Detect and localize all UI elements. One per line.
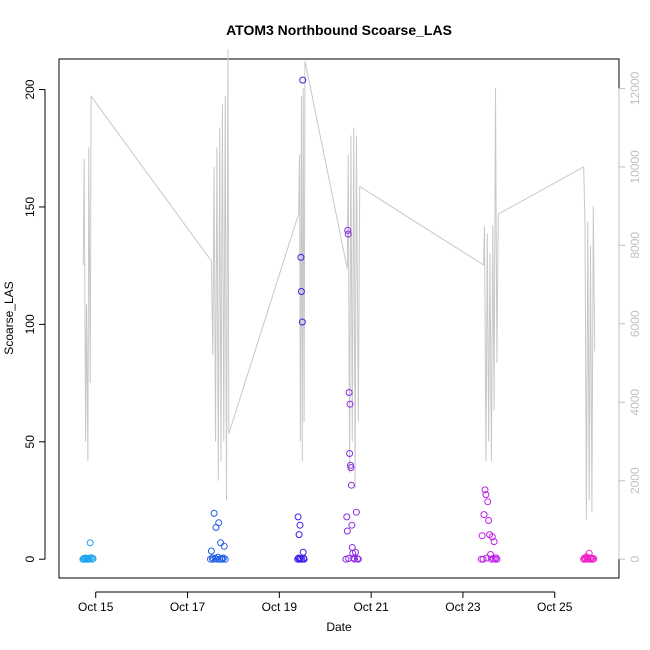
data-point <box>86 539 94 547</box>
plot-frame <box>58 58 620 579</box>
data-point <box>89 555 97 562</box>
y-tick-label: 50 <box>23 435 37 449</box>
y-tick-label: 0 <box>23 556 37 563</box>
data-point <box>299 76 307 84</box>
x-axis: Oct 15 Oct 17 Oct 19 Oct 21 Oct 23 Oct 25 <box>78 591 573 614</box>
data-point <box>345 389 353 396</box>
data-point <box>352 508 360 516</box>
y2-tick-label: 12000 <box>628 71 642 105</box>
x-tick-label: Oct 19 <box>262 600 298 614</box>
data-point <box>488 533 496 541</box>
data-point <box>297 288 305 295</box>
data-point <box>479 555 487 563</box>
data-point <box>297 253 305 261</box>
data-point <box>299 548 307 556</box>
data-point <box>220 542 228 550</box>
data-point <box>296 521 304 529</box>
data-point <box>347 481 355 489</box>
data-point <box>348 521 356 529</box>
data-point <box>344 226 352 234</box>
secondary-line-layer <box>82 49 596 520</box>
x-axis-label: Date <box>326 620 352 634</box>
data-point <box>218 555 226 563</box>
data-point <box>492 554 500 562</box>
data-point <box>207 547 215 555</box>
y2-tick-label: 2000 <box>628 467 642 494</box>
data-point <box>298 318 306 326</box>
data-point <box>215 519 223 527</box>
data-point <box>478 532 486 540</box>
data-point <box>344 230 352 238</box>
secondary-line <box>82 49 596 520</box>
data-point <box>590 555 598 563</box>
chart-title: ATOM3 Northbound Scoarse_LAS <box>226 22 452 38</box>
data-point <box>480 511 488 519</box>
x-tick-label: Oct 25 <box>537 600 573 614</box>
data-point <box>352 548 359 556</box>
data-point <box>347 464 355 472</box>
x-tick-label: Oct 17 <box>170 600 206 614</box>
data-point <box>296 555 303 563</box>
data-point <box>482 491 490 499</box>
data-point <box>354 555 362 563</box>
y-tick-label: 150 <box>23 197 37 217</box>
data-point <box>343 527 351 535</box>
data-point <box>219 554 227 562</box>
data-point <box>485 517 493 524</box>
y-axis-left: 0 50 100 150 200 <box>23 79 46 563</box>
data-point <box>490 538 498 546</box>
x-tick-label: Oct 21 <box>353 600 389 614</box>
points-layer <box>79 76 598 563</box>
data-point <box>346 400 354 408</box>
data-point <box>300 555 308 563</box>
data-point <box>342 555 350 563</box>
x-tick-label: Oct 15 <box>78 600 114 614</box>
y-axis-label: Scoarse_LAS <box>2 281 16 354</box>
y2-tick-label: 6000 <box>628 310 642 337</box>
y-tick-label: 100 <box>23 314 37 334</box>
data-point <box>351 555 359 563</box>
data-point <box>295 531 303 539</box>
y2-tick-label: 10000 <box>628 150 642 184</box>
y2-tick-label: 4000 <box>628 389 642 416</box>
data-point <box>343 513 351 521</box>
y2-tick-label: 8000 <box>628 232 642 259</box>
data-point <box>88 555 96 563</box>
y-axis-right: 0 2000 4000 6000 8000 10000 12000 <box>618 71 642 563</box>
data-point <box>346 450 354 457</box>
data-point <box>294 513 302 521</box>
y2-tick-label: 0 <box>628 556 642 563</box>
data-point <box>484 498 492 506</box>
y-tick-label: 200 <box>23 79 37 99</box>
data-point <box>221 555 229 563</box>
data-point <box>217 539 225 547</box>
x-tick-label: Oct 23 <box>445 600 481 614</box>
data-point <box>493 555 501 563</box>
data-point <box>481 486 489 494</box>
data-point <box>210 509 218 517</box>
